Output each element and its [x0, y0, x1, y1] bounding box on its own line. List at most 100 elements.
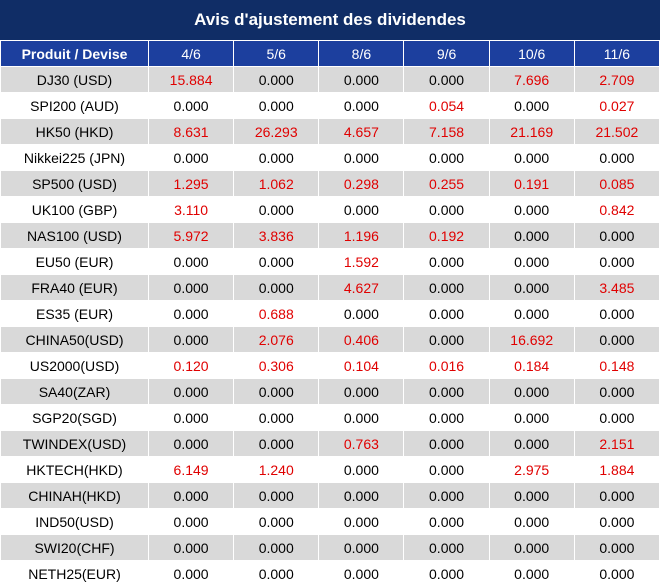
column-header: 8/6 — [318, 40, 405, 67]
table-row: NAS100 (USD) 5.972 3.836 1.196 0.192 0.000 0.0… — [0, 222, 660, 249]
value-cell: 0.000 — [573, 378, 660, 405]
value-cell: 0.000 — [573, 482, 660, 509]
table-row: IND50(USD) 0.000 0.000 0.000 0.000 0.000 0.000 — [0, 508, 660, 535]
value-cell: 0.000 — [488, 144, 575, 171]
column-header: Produit / Devise — [0, 40, 149, 67]
value-cell: 0.000 — [233, 274, 320, 301]
value-cell: 0.298 — [318, 170, 405, 197]
product-cell: NAS100 (USD) — [0, 222, 149, 249]
value-cell: 0.000 — [233, 144, 320, 171]
value-cell: 0.000 — [488, 92, 575, 119]
value-cell: 0.000 — [573, 326, 660, 353]
value-cell: 0.000 — [147, 248, 235, 275]
value-cell: 0.000 — [318, 66, 405, 93]
value-cell: 0.000 — [403, 534, 490, 561]
value-cell: 0.000 — [147, 144, 235, 171]
table-row: Nikkei225 (JPN) 0.000 0.000 0.000 0.000 0.000… — [0, 144, 660, 171]
product-cell: Nikkei225 (JPN) — [0, 144, 149, 171]
value-cell: 7.696 — [488, 66, 575, 93]
value-cell: 0.085 — [573, 170, 660, 197]
value-cell: 0.000 — [233, 482, 320, 509]
value-cell: 0.000 — [403, 66, 490, 93]
value-cell: 0.000 — [403, 560, 490, 587]
value-cell: 2.975 — [488, 456, 575, 483]
value-cell: 0.000 — [233, 430, 320, 457]
value-cell: 1.196 — [318, 222, 405, 249]
value-cell: 0.000 — [488, 378, 575, 405]
value-cell: 0.184 — [488, 352, 575, 379]
product-cell: US2000(USD) — [0, 352, 149, 379]
value-cell: 0.763 — [318, 430, 405, 457]
value-cell: 2.076 — [233, 326, 320, 353]
value-cell: 0.000 — [147, 404, 235, 431]
value-cell: 0.000 — [233, 196, 320, 223]
value-cell: 2.151 — [573, 430, 660, 457]
value-cell: 1.062 — [233, 170, 320, 197]
value-cell: 0.000 — [147, 300, 235, 327]
value-cell: 0.000 — [318, 508, 405, 535]
value-cell: 0.000 — [488, 534, 575, 561]
table-row: CHINA50(USD) 0.000 2.076 0.406 0.000 16.692 0.… — [0, 326, 660, 353]
product-cell: CHINAH(HKD) — [0, 482, 149, 509]
value-cell: 0.016 — [403, 352, 490, 379]
column-header: 11/6 — [573, 40, 660, 67]
value-cell: 0.306 — [233, 352, 320, 379]
table-row: SA40(ZAR) 0.000 0.000 0.000 0.000 0.000 0.000 — [0, 378, 660, 405]
table-row: DJ30 (USD) 15.884 0.000 0.000 0.000 7.696 2.70… — [0, 66, 660, 93]
value-cell: 0.054 — [403, 92, 490, 119]
value-cell: 21.502 — [573, 118, 660, 145]
value-cell: 0.000 — [147, 508, 235, 535]
value-cell: 0.000 — [573, 560, 660, 587]
product-cell: CHINA50(USD) — [0, 326, 149, 353]
value-cell: 0.000 — [488, 248, 575, 275]
value-cell: 0.000 — [488, 300, 575, 327]
value-cell: 0.000 — [147, 482, 235, 509]
product-cell: SWI20(CHF) — [0, 534, 149, 561]
value-cell: 0.120 — [147, 352, 235, 379]
value-cell: 0.000 — [403, 430, 490, 457]
value-cell: 3.110 — [147, 196, 235, 223]
value-cell: 0.000 — [318, 560, 405, 587]
value-cell: 1.295 — [147, 170, 235, 197]
value-cell: 0.000 — [488, 560, 575, 587]
product-cell: ES35 (EUR) — [0, 300, 149, 327]
value-cell: 0.000 — [147, 326, 235, 353]
value-cell: 2.709 — [573, 66, 660, 93]
value-cell: 26.293 — [233, 118, 320, 145]
column-header: 10/6 — [488, 40, 575, 67]
value-cell: 0.000 — [403, 508, 490, 535]
table-row: HK50 (HKD) 8.631 26.293 4.657 7.158 21.169 21.… — [0, 118, 660, 145]
product-cell: TWINDEX(USD) — [0, 430, 149, 457]
table-row: NETH25(EUR) 0.000 0.000 0.000 0.000 0.000 0.00… — [0, 560, 660, 587]
value-cell: 0.000 — [233, 404, 320, 431]
column-header: 9/6 — [403, 40, 490, 67]
table-row: TWINDEX(USD) 0.000 0.000 0.763 0.000 0.000 2.1… — [0, 430, 660, 457]
value-cell: 0.000 — [318, 300, 405, 327]
value-cell: 0.000 — [233, 560, 320, 587]
value-cell: 0.000 — [147, 92, 235, 119]
title: Avis d'ajustement des dividendes — [0, 0, 660, 40]
value-cell: 0.000 — [233, 534, 320, 561]
value-cell: 0.000 — [488, 430, 575, 457]
table-row: UK100 (GBP) 3.110 0.000 0.000 0.000 0.000 0.84… — [0, 196, 660, 223]
value-cell: 1.884 — [573, 456, 660, 483]
value-cell: 4.657 — [318, 118, 405, 145]
value-cell: 0.000 — [318, 534, 405, 561]
value-cell: 0.688 — [233, 300, 320, 327]
value-cell: 0.000 — [147, 430, 235, 457]
value-cell: 8.631 — [147, 118, 235, 145]
value-cell: 0.000 — [147, 560, 235, 587]
value-cell: 0.000 — [403, 300, 490, 327]
dividend-table: Produit / Devise 4/6 5/6 8/6 9/6 10/6 11/6 DJ3… — [0, 40, 660, 587]
header-row: Produit / Devise 4/6 5/6 8/6 9/6 10/6 11/6 — [0, 40, 660, 67]
table-row: CHINAH(HKD) 0.000 0.000 0.000 0.000 0.000 0.00… — [0, 482, 660, 509]
product-cell: DJ30 (USD) — [0, 66, 149, 93]
value-cell: 0.000 — [403, 456, 490, 483]
value-cell: 0.000 — [573, 300, 660, 327]
value-cell: 1.240 — [233, 456, 320, 483]
table-row: SWI20(CHF) 0.000 0.000 0.000 0.000 0.000 0.000 — [0, 534, 660, 561]
value-cell: 0.000 — [233, 66, 320, 93]
product-cell: SPI200 (AUD) — [0, 92, 149, 119]
product-cell: SP500 (USD) — [0, 170, 149, 197]
column-header: 4/6 — [147, 40, 235, 67]
